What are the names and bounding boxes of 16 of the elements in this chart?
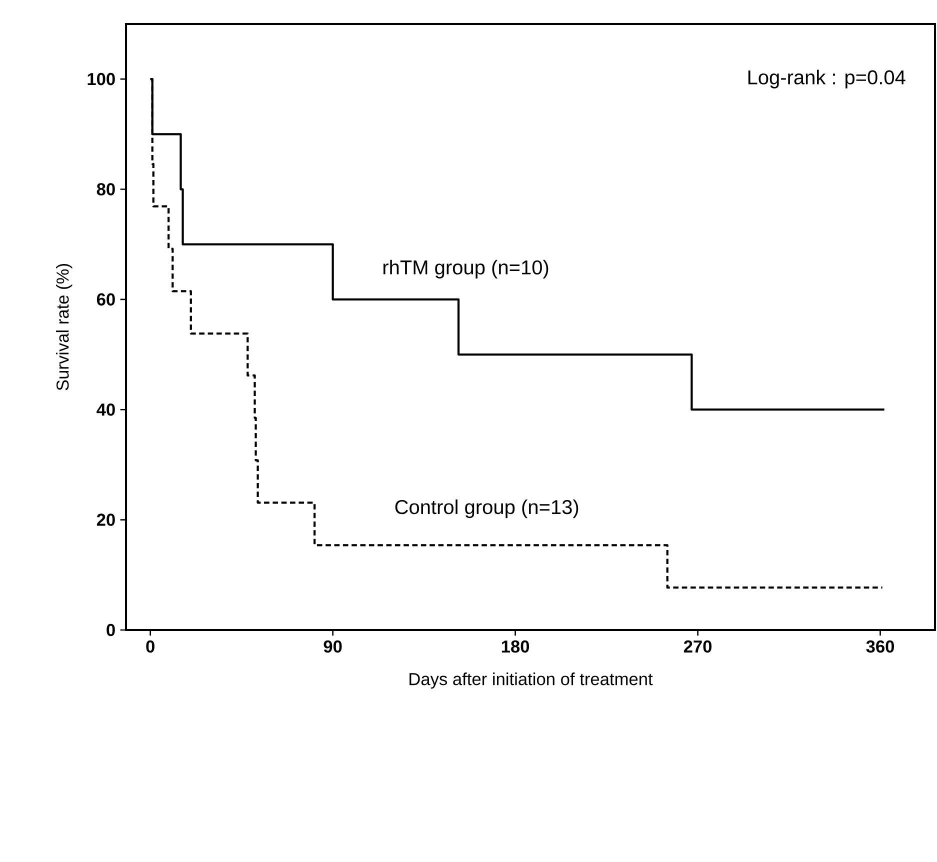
y-tick-label: 20	[96, 514, 115, 526]
y-axis-title: Survival rate (%)	[56, 264, 72, 390]
y-tick-label: 100	[88, 72, 115, 86]
x-tick-label: 90	[324, 640, 342, 653]
y-tick-label: 40	[96, 403, 115, 416]
y-tick-label: 0	[106, 624, 115, 636]
y-tick-label: 60	[96, 293, 115, 306]
x-tick-label: 0	[146, 640, 154, 653]
x-tick-label: 270	[684, 640, 712, 653]
x-tick-label: 360	[866, 640, 894, 653]
annotation: Log-rank : p=0.04	[748, 70, 906, 88]
series-label: Control group (n=13)	[395, 499, 578, 518]
x-axis-title: Days after initiation of treatment	[410, 672, 653, 689]
series-label: rhTM group (n=10)	[383, 260, 548, 278]
y-tick-label: 80	[96, 183, 115, 196]
x-tick-label: 180	[502, 640, 530, 653]
